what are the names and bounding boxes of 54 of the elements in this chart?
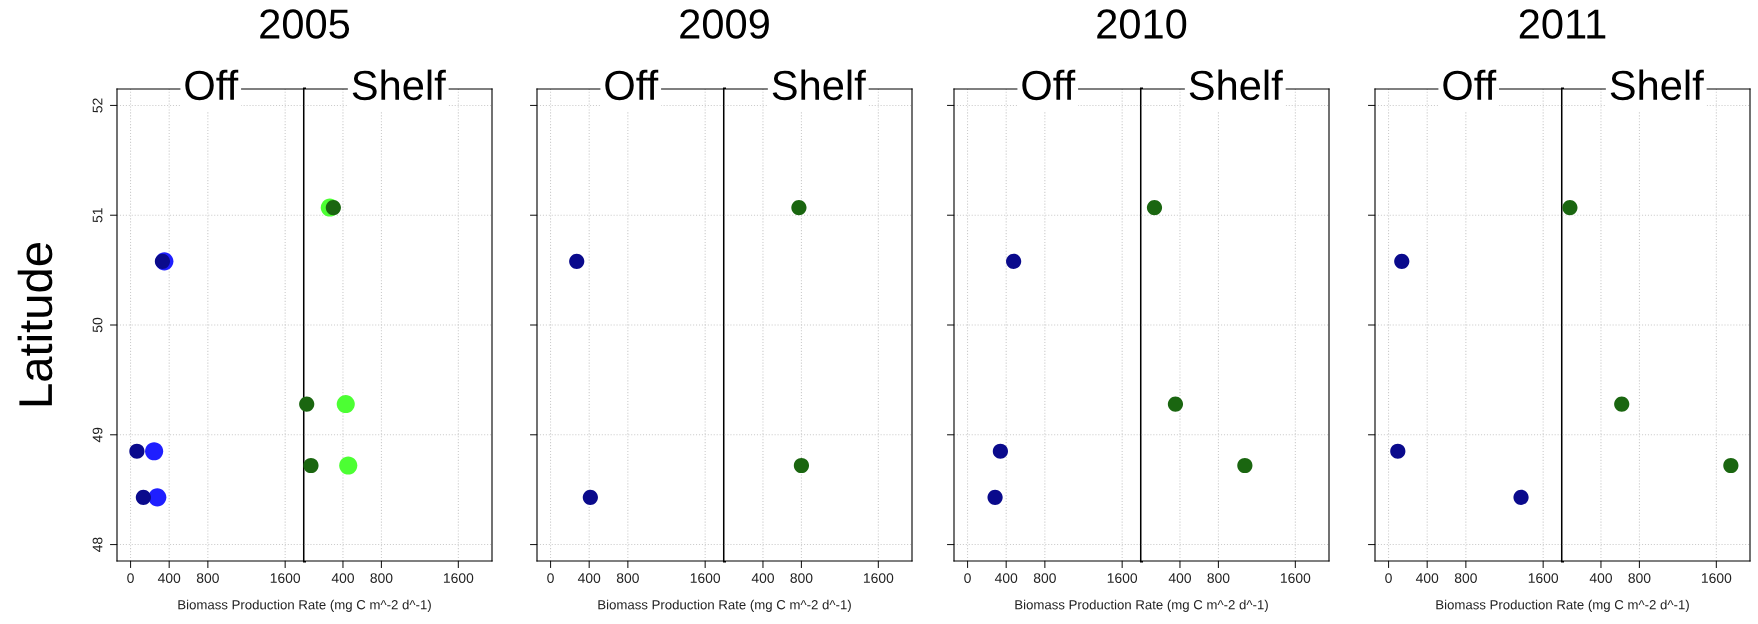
point (148, 488, 167, 507)
point (145, 442, 164, 461)
chart-subtitle: Shelf (772, 69, 866, 101)
x-tick-label: 400 (331, 573, 355, 584)
point (135, 489, 151, 505)
x-tick-label: 800 (1628, 573, 1651, 584)
chart-title: 2005 (260, 9, 350, 39)
x-tick-label: 800 (1207, 573, 1230, 584)
x-axis-title: Biomass Production Rate (mg C m^-2 d^-1) (598, 599, 851, 612)
y-tick-label: 48 (92, 537, 103, 552)
x-tick-label: 800 (370, 573, 393, 584)
x-tick-label: 400 (994, 573, 1018, 584)
y-tick-label: 51 (92, 208, 103, 223)
chart-subtitle: Off (1022, 69, 1076, 101)
x-tick-label: 1600 (1107, 573, 1138, 584)
chart-title: 2010 (1097, 9, 1187, 39)
x-tick-label: 400 (157, 573, 181, 584)
x-tick-label: 1600 (1280, 573, 1311, 584)
x-tick-label: 0 (547, 573, 554, 584)
x-tick-label: 1600 (863, 573, 894, 584)
x-axis-title: Biomass Production Rate (mg C m^-2 d^-1) (1015, 599, 1268, 612)
x-tick-label: 1600 (1528, 573, 1559, 584)
x-tick-label: 800 (1454, 573, 1477, 584)
x-tick-label: 400 (577, 573, 601, 584)
x-tick-label: 400 (1415, 573, 1439, 584)
chart-subtitle: Shelf (1610, 69, 1704, 101)
point (129, 443, 145, 459)
y-tick-label: 49 (92, 427, 103, 443)
chart-subtitle: Off (605, 69, 659, 101)
x-tick-label: 1600 (1701, 573, 1732, 584)
x-tick-label: 400 (751, 573, 775, 584)
x-tick-label: 400 (1589, 573, 1613, 584)
chart-subtitle: Shelf (352, 69, 446, 101)
x-tick-label: 0 (127, 573, 134, 584)
x-tick-label: 1600 (690, 573, 721, 584)
x-tick-label: 400 (1168, 573, 1192, 584)
x-tick-label: 1600 (443, 573, 474, 584)
chart-title: 2011 (1519, 9, 1606, 39)
chart-title: 2009 (680, 9, 769, 39)
x-tick-label: 0 (964, 573, 971, 584)
y-tick-label: 52 (92, 98, 103, 113)
x-axis-title: Biomass Production Rate (mg C m^-2 d^-1) (178, 599, 431, 612)
y-axis-title: Latitude (17, 243, 53, 406)
chart-subtitle: Shelf (1189, 69, 1283, 101)
x-tick-label: 1600 (270, 573, 301, 584)
x-axis-title: Biomass Production Rate (mg C m^-2 d^-1) (1436, 599, 1689, 612)
chart-subtitle: Off (1443, 69, 1497, 101)
chart-subtitle: Off (185, 69, 239, 101)
x-tick-label: 800 (1033, 573, 1056, 584)
x-tick-label: 800 (196, 573, 219, 584)
x-tick-label: 800 (790, 573, 813, 584)
x-tick-label: 0 (1385, 573, 1392, 584)
y-tick-label: 50 (92, 317, 103, 333)
x-tick-label: 800 (616, 573, 639, 584)
